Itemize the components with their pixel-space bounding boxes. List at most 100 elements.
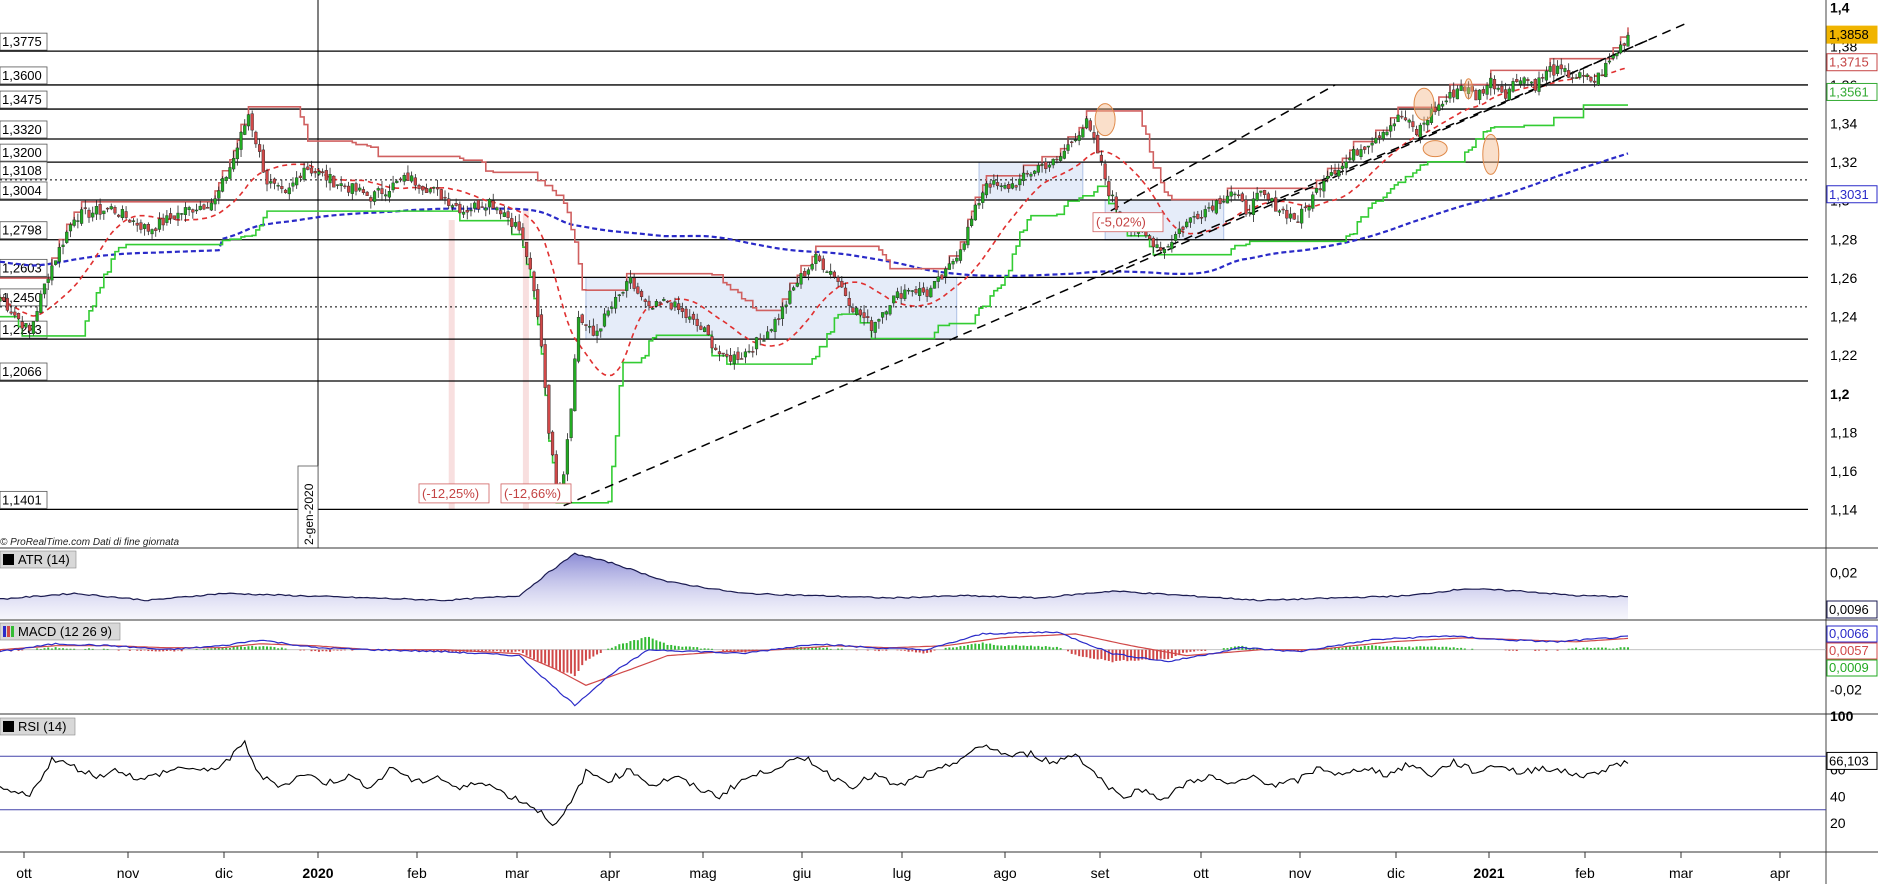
price-level-label-box xyxy=(0,32,48,51)
candle xyxy=(576,310,581,364)
candle xyxy=(220,176,225,193)
macd-histogram-bar xyxy=(329,649,332,652)
sma-blue-line xyxy=(0,152,1629,277)
candle-body xyxy=(569,408,573,438)
candle xyxy=(606,306,610,318)
candle xyxy=(387,184,391,203)
candle xyxy=(161,213,165,231)
price-axis-tick: 1,22 xyxy=(1830,347,1857,363)
macd-histogram-bar xyxy=(1015,644,1018,650)
candle xyxy=(421,185,425,195)
candle xyxy=(1003,182,1007,190)
candle xyxy=(1359,144,1363,160)
candle xyxy=(936,270,940,289)
candle xyxy=(1611,53,1615,61)
candle xyxy=(1511,77,1515,93)
macd-histogram-bar xyxy=(1367,646,1370,650)
candle-body xyxy=(1088,120,1092,131)
macd-histogram-bar xyxy=(610,647,613,650)
candle xyxy=(1515,73,1519,83)
candle-body xyxy=(751,351,755,353)
macd-histogram-bar xyxy=(495,649,498,651)
candle xyxy=(1203,205,1207,222)
macd-histogram-bar xyxy=(88,648,91,650)
macd-histogram-bar xyxy=(818,647,821,650)
candle-body xyxy=(1563,68,1567,72)
candle-body xyxy=(154,228,158,231)
time-axis-label: dic xyxy=(1387,865,1405,881)
macd-histogram-bar xyxy=(592,649,595,657)
macd-histogram-bar xyxy=(151,649,154,652)
macd-histogram-bar xyxy=(1085,649,1088,658)
candle-body xyxy=(5,297,10,311)
candle xyxy=(814,251,818,271)
candle-body xyxy=(1303,206,1307,209)
candle-body xyxy=(76,220,80,222)
candle xyxy=(24,323,28,328)
macd-histogram-bar xyxy=(584,649,587,661)
price-badge-box xyxy=(1826,25,1878,44)
candle-body xyxy=(1285,210,1289,219)
macd-histogram-bar xyxy=(499,649,502,652)
candle xyxy=(183,202,188,222)
candle-body xyxy=(68,224,73,232)
candle-body xyxy=(573,358,577,412)
time-axis-label: giu xyxy=(793,865,812,881)
macd-histogram-bar xyxy=(529,649,532,658)
candle-body xyxy=(517,221,521,231)
candle-body xyxy=(1070,141,1074,144)
candle xyxy=(721,352,725,358)
candle xyxy=(914,285,918,296)
candle xyxy=(677,296,681,315)
macd-histogram-bar xyxy=(685,646,688,650)
candle-body xyxy=(447,198,451,206)
macd-histogram-bar xyxy=(1230,647,1233,650)
candle xyxy=(46,273,50,290)
macd-histogram-bar xyxy=(225,647,228,650)
macd-histogram-bar xyxy=(210,648,213,650)
candle xyxy=(254,130,258,148)
candle xyxy=(1496,85,1500,92)
candle xyxy=(398,177,403,183)
macd-histogram-bar xyxy=(1144,649,1147,660)
candle xyxy=(510,212,514,234)
candle-body xyxy=(72,219,76,226)
candle xyxy=(780,302,785,326)
candle xyxy=(910,290,914,297)
candle xyxy=(688,309,692,324)
candle-body xyxy=(350,183,354,194)
macd-histogram-bar xyxy=(733,649,736,651)
candle xyxy=(428,187,432,195)
candle-body xyxy=(398,178,403,181)
price-level-label: 1,3775 xyxy=(0,32,48,51)
macd-histogram-bar xyxy=(577,649,580,671)
candle xyxy=(1103,159,1107,186)
price-badge: 1,3715 xyxy=(1826,53,1878,72)
price-axis-tick: 1,28 xyxy=(1830,231,1857,247)
candle-body xyxy=(102,210,106,215)
candle xyxy=(20,315,24,335)
candle-body xyxy=(970,218,974,226)
candle xyxy=(717,345,722,362)
price-level-label: 1,3200 xyxy=(0,143,48,162)
macd-histogram-bar xyxy=(1456,648,1459,650)
macd-legend-swatch xyxy=(3,626,6,637)
candle xyxy=(1307,203,1311,218)
macd-histogram-bar xyxy=(614,646,617,650)
macd-histogram-bar xyxy=(811,647,814,650)
candle xyxy=(918,281,922,302)
candle-body xyxy=(328,174,332,184)
candle xyxy=(1303,202,1307,212)
candle xyxy=(829,263,833,279)
candle-body xyxy=(1314,188,1319,193)
price-level-label: 1,3600 xyxy=(0,66,48,85)
candle xyxy=(1014,184,1018,191)
candle-body xyxy=(1047,164,1052,168)
drawdown-annotation-box xyxy=(1092,212,1164,233)
macd-histogram-bar xyxy=(722,649,725,652)
candle-body xyxy=(1025,172,1029,175)
candle-body xyxy=(1084,118,1089,129)
macd-histogram-bar xyxy=(62,648,65,650)
candle xyxy=(1455,85,1460,100)
candle-body xyxy=(688,316,692,320)
